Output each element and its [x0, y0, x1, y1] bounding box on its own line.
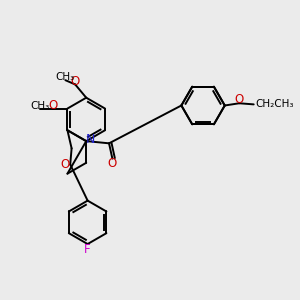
- Text: N: N: [85, 133, 95, 146]
- Text: O: O: [70, 75, 80, 88]
- Text: O: O: [235, 93, 244, 106]
- Text: CH₂CH₃: CH₂CH₃: [255, 99, 294, 110]
- Text: F: F: [84, 243, 91, 256]
- Text: CH₃: CH₃: [31, 101, 50, 111]
- Text: O: O: [61, 158, 70, 171]
- Text: O: O: [48, 99, 57, 112]
- Text: CH₃: CH₃: [56, 72, 75, 82]
- Text: O: O: [108, 157, 117, 170]
